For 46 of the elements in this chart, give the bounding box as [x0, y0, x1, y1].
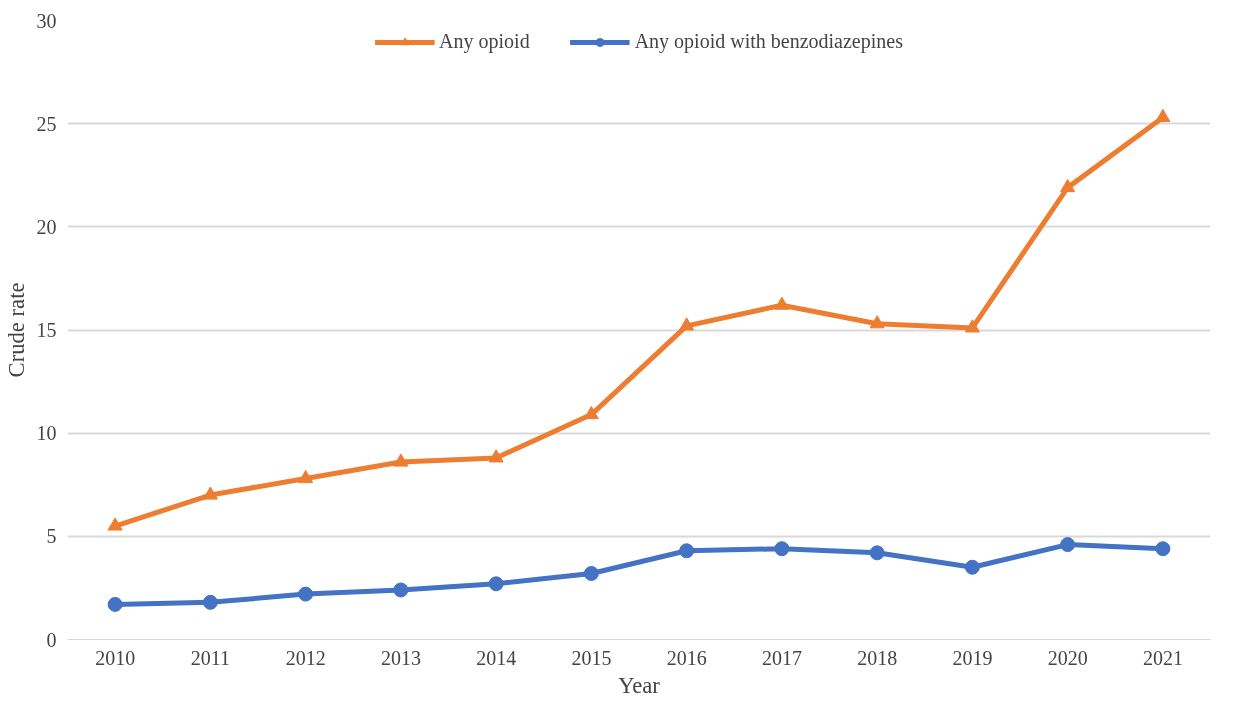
x-tick-label: 2013 — [380, 646, 421, 669]
point — [393, 453, 409, 467]
point — [1060, 179, 1076, 193]
point — [679, 543, 695, 559]
point — [1060, 537, 1076, 553]
point — [298, 469, 314, 484]
point — [1155, 541, 1171, 557]
point — [298, 586, 314, 602]
y-tick-label: 25 — [36, 112, 57, 135]
y-tick-label: 5 — [46, 525, 57, 548]
point — [869, 545, 885, 561]
point — [774, 541, 790, 557]
point — [488, 449, 504, 463]
y-tick-label: 30 — [36, 9, 57, 32]
x-tick-label: 2015 — [571, 646, 612, 669]
y-tick-label: 15 — [36, 319, 57, 341]
legend-label: Any opioid with benzodiazepines — [634, 30, 903, 53]
x-tick-label: 2020 — [1047, 646, 1088, 669]
point — [583, 565, 599, 581]
point — [488, 576, 504, 592]
x-tick-label: 2019 — [952, 646, 993, 669]
x-tick-label: 2014 — [476, 646, 517, 669]
x-tick-label: 2016 — [666, 646, 707, 669]
x-tick-label: 2018 — [857, 646, 898, 669]
point — [202, 486, 218, 500]
y-tick-label: 0 — [46, 628, 57, 651]
y-tick-label: 20 — [36, 215, 57, 238]
point — [679, 317, 695, 331]
point — [964, 559, 980, 575]
y-tick-label: 10 — [36, 422, 57, 445]
legend-label: Any opioid — [439, 30, 530, 53]
y-axis-title: Crude rate — [3, 282, 29, 378]
point — [107, 517, 123, 531]
point — [393, 582, 409, 598]
point — [1155, 108, 1171, 123]
x-tick-label: 2012 — [285, 646, 326, 669]
point — [774, 296, 790, 310]
x-tick-label: 2011 — [190, 646, 231, 669]
point — [869, 315, 885, 329]
point — [202, 594, 218, 610]
x-axis-title: Year — [618, 672, 661, 698]
point — [964, 319, 980, 333]
x-tick-label: 2017 — [761, 646, 802, 669]
point — [107, 596, 123, 612]
x-tick-label: 2010 — [95, 646, 136, 669]
x-tick-label: 2021 — [1142, 646, 1183, 669]
